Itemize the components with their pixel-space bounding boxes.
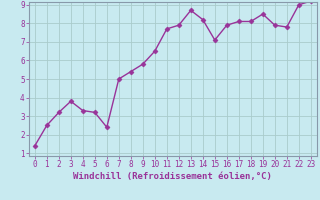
X-axis label: Windchill (Refroidissement éolien,°C): Windchill (Refroidissement éolien,°C) [73,172,272,181]
